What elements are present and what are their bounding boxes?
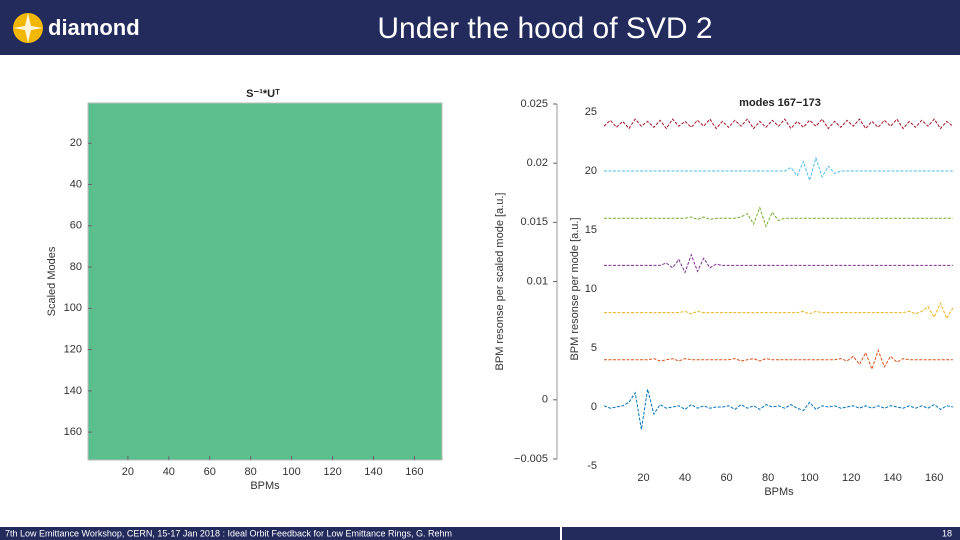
x-axis-label: BPMs xyxy=(250,480,280,492)
y-tick-label: -5 xyxy=(587,460,597,472)
x-tick-label: 80 xyxy=(245,466,257,478)
x-tick-label: 20 xyxy=(637,472,649,484)
y-tick-label: 0.025 xyxy=(520,98,548,110)
y-tick-label: 20 xyxy=(70,137,82,149)
data-line xyxy=(603,389,953,430)
footer-divider xyxy=(560,527,562,540)
x-tick-label: 60 xyxy=(204,466,216,478)
header-bar xyxy=(0,0,960,55)
slide-title: Under the hood of SVD 2 xyxy=(377,12,712,45)
logo-text: diamond xyxy=(48,15,140,40)
x-tick-label: 40 xyxy=(679,472,691,484)
data-line xyxy=(603,118,954,130)
y-tick-label: 20 xyxy=(585,165,597,177)
x-tick-label: 140 xyxy=(884,472,902,484)
x-tick-label: 80 xyxy=(762,472,774,484)
data-line xyxy=(604,253,953,274)
footer-bar xyxy=(0,527,960,540)
plot-cover xyxy=(563,98,960,500)
y-tick-label: 140 xyxy=(64,385,82,397)
chart-title: modes 167−173 xyxy=(739,97,821,109)
x-tick-label: 120 xyxy=(323,466,341,478)
data-line xyxy=(604,301,954,320)
y-tick-label: 25 xyxy=(585,106,597,118)
x-tick-label: 100 xyxy=(800,472,818,484)
charts: −0.005 0 0.01 0.015 0.02 0.025 BPM resonse per… xyxy=(46,88,960,500)
heatmap-image xyxy=(88,103,442,460)
y-tick-label: 160 xyxy=(64,426,82,438)
data-line xyxy=(604,348,953,371)
x-tick-label: 120 xyxy=(842,472,860,484)
y-axis-label: Scaled Modes xyxy=(46,246,58,316)
y-tick-label: 0.02 xyxy=(527,157,548,169)
chart-title: S⁻¹*Uᵀ xyxy=(246,88,280,100)
x-tick-label: 160 xyxy=(925,472,943,484)
y-tick-label: 80 xyxy=(70,261,82,273)
y-tick-label: 15 xyxy=(585,224,597,236)
plot-frame xyxy=(87,102,443,461)
y-tick-label: 0.015 xyxy=(520,216,548,228)
y-tick-label: 0 xyxy=(542,394,548,406)
footer-text: 7th Low Emittance Workshop, CERN, 15-17 … xyxy=(5,528,452,538)
x-tick-label: 160 xyxy=(405,466,423,478)
data-line xyxy=(604,206,953,228)
page-number: 18 xyxy=(942,528,952,538)
y-tick-label: 10 xyxy=(585,283,597,295)
x-tick-label: 60 xyxy=(720,472,732,484)
x-tick-label: 40 xyxy=(163,466,175,478)
x-tick-label: 140 xyxy=(364,466,382,478)
y-axis-label: BPM resonse per mode [a.u.] xyxy=(569,217,581,360)
y-tick-label: 40 xyxy=(70,178,82,190)
logo-star xyxy=(13,13,43,43)
y-tick-label: 120 xyxy=(64,344,82,356)
y-tick-label: 0 xyxy=(591,401,597,413)
y-tick-label: 60 xyxy=(70,220,82,232)
y-tick-label: 5 xyxy=(591,342,597,354)
x-tick-label: 20 xyxy=(122,466,134,478)
x-tick-label: 100 xyxy=(282,466,300,478)
y-axis-label: BPM resonse per scaled mode [a.u.] xyxy=(494,193,506,371)
y-tick-label: 0.01 xyxy=(527,275,548,287)
y-tick-label: −0.005 xyxy=(514,453,548,465)
y-tick-label: 100 xyxy=(64,302,82,314)
x-axis-label: BPMs xyxy=(764,486,794,498)
